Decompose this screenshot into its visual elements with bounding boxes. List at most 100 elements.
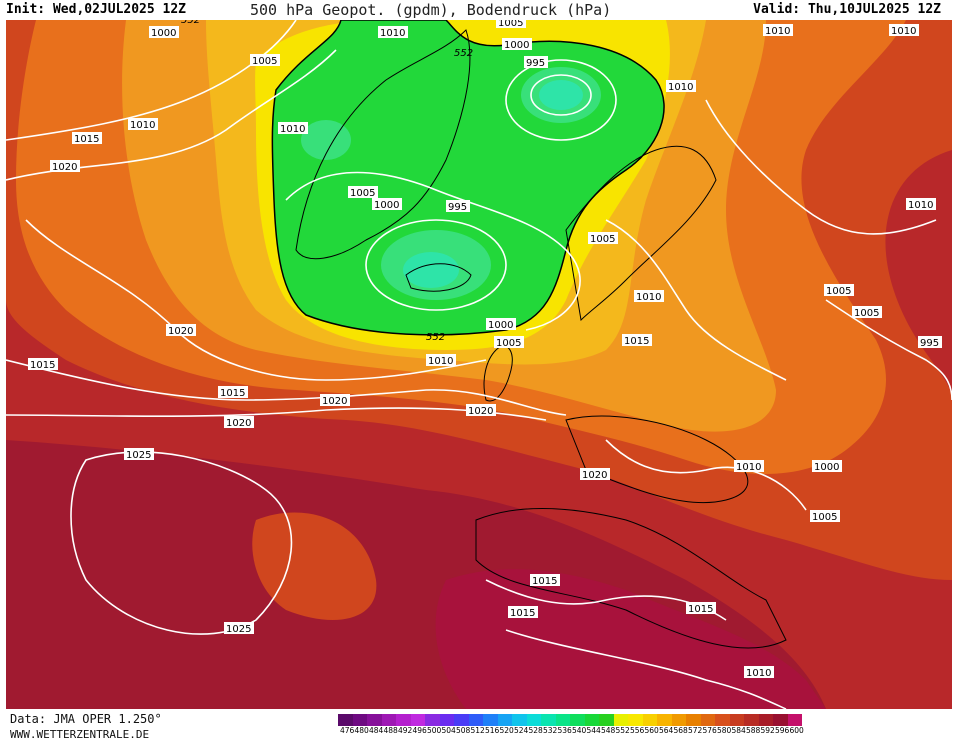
legend-swatch [599, 714, 614, 726]
legend-label: 584 [731, 726, 746, 735]
low-isobar-1000-north [505, 59, 617, 141]
legend-swatch [787, 714, 802, 726]
isobar-label: 1015 [72, 132, 102, 145]
legend-label: 520 [499, 726, 514, 735]
geopotential-labels: 552 552 552 [181, 20, 473, 343]
legend-label: 516 [485, 726, 500, 735]
valid-time: Valid: Thu,10JUL2025 12Z [753, 2, 941, 17]
svg-text:1005: 1005 [854, 308, 879, 319]
legend-label: 564 [659, 726, 674, 735]
geopot-label: 552 [454, 48, 473, 59]
isobar-label: 1015 [686, 602, 716, 615]
isobar-label: 1010 [889, 24, 919, 37]
legend-swatch [744, 714, 759, 726]
isobar-line [705, 99, 937, 235]
legend-label: 592 [760, 726, 775, 735]
north-africa-coast [475, 508, 787, 649]
svg-text:1020: 1020 [168, 326, 193, 337]
legend-swatch [700, 714, 715, 726]
norwegian-sea-low-center [539, 80, 583, 110]
isobar-label: 1005 [588, 232, 618, 245]
svg-text:1020: 1020 [582, 470, 607, 481]
scandinavia-coast [565, 145, 717, 322]
legend-label: 576 [702, 726, 717, 735]
isobar-label: 1015 [28, 358, 58, 371]
isobar-label: 1005 [496, 20, 526, 29]
legend-label: 476 [340, 726, 355, 735]
svg-text:995: 995 [920, 338, 939, 349]
isobar-label: 1010 [763, 24, 793, 37]
isobar-label: 1000 [812, 460, 842, 473]
svg-text:1005: 1005 [350, 188, 375, 199]
isobar-label: 995 [524, 56, 548, 69]
svg-text:1010: 1010 [636, 292, 661, 303]
legend-swatch [628, 714, 643, 726]
isobar-label: 1005 [810, 510, 840, 523]
low-isobar-995-iceland [365, 219, 507, 311]
legend-swatch [773, 714, 788, 726]
isobar-line [605, 439, 807, 511]
map-title: 500 hPa Geopot. (gpdm), Bodendruck (hPa) [250, 1, 612, 19]
legend-swatch [512, 714, 527, 726]
legend-swatch [381, 714, 396, 726]
legend-label: 548 [601, 726, 616, 735]
isobar-label: 1015 [530, 574, 560, 587]
legend-swatch [497, 714, 512, 726]
isobar-label: 1010 [378, 26, 408, 39]
svg-text:1010: 1010 [280, 124, 305, 135]
isobar-label: 1020 [224, 416, 254, 429]
legend-swatches [338, 714, 804, 726]
isobar-label: 1015 [508, 606, 538, 619]
weather-map-svg: 552 552 552 1000 1005 1010 1005 1000 995… [6, 20, 952, 709]
legend-swatch [613, 714, 628, 726]
legend-label: 580 [717, 726, 732, 735]
isobar-label: 1010 [744, 666, 774, 679]
isobar-label: 1020 [320, 394, 350, 407]
britain-coast [483, 345, 513, 402]
coastlines [295, 29, 787, 649]
isobar-label: 1000 [149, 26, 179, 39]
isobar-label: 1005 [348, 186, 378, 199]
legend-swatch [410, 714, 425, 726]
isobar-label: 1010 [278, 122, 308, 135]
isobar-line [6, 20, 297, 141]
legend-swatch [439, 714, 454, 726]
legend-label: 484 [369, 726, 384, 735]
svg-text:1020: 1020 [52, 162, 77, 173]
isobar-label: 1020 [466, 404, 496, 417]
greenland-low-core [301, 120, 351, 160]
isobar-label: 1010 [426, 354, 456, 367]
atlantic-warm-patch [252, 512, 377, 620]
svg-text:1010: 1010 [746, 668, 771, 679]
svg-text:1010: 1010 [668, 82, 693, 93]
svg-text:1000: 1000 [151, 28, 176, 39]
geopot-label: 552 [426, 332, 445, 343]
isobar-label: 995 [918, 336, 942, 349]
svg-text:1020: 1020 [468, 406, 493, 417]
svg-text:1020: 1020 [322, 396, 347, 407]
isobar-label: 1010 [128, 118, 158, 131]
svg-text:995: 995 [526, 58, 545, 69]
isobar-label: 995 [446, 200, 470, 213]
svg-text:1025: 1025 [126, 450, 151, 461]
legend-label: 512 [470, 726, 485, 735]
svg-text:1000: 1000 [504, 40, 529, 51]
website: WWW.WETTERZENTRALE.DE [10, 728, 150, 741]
svg-text:1010: 1010 [428, 356, 453, 367]
mediterranean-coast [565, 415, 749, 504]
svg-text:1010: 1010 [908, 200, 933, 211]
legend-label: 568 [673, 726, 688, 735]
legend-label: 500 [427, 726, 442, 735]
svg-text:1000: 1000 [374, 200, 399, 211]
isobar-line [285, 171, 581, 331]
isobar-labels: 1000 1005 1010 1005 1000 995 1010 1010 1… [28, 20, 942, 679]
legend-labels: 476 480 484 488 492 496 500 504 508 512 516 520 524 5… [340, 726, 804, 735]
svg-text:1020: 1020 [226, 418, 251, 429]
init-time: Init: Wed,02JUL2025 12Z [6, 2, 187, 17]
legend-swatch [642, 714, 657, 726]
map-header: Init: Wed,02JUL2025 12Z 500 hPa Geopot. … [0, 0, 959, 20]
svg-text:1025: 1025 [226, 624, 251, 635]
isobar-line [505, 629, 787, 709]
greenland-coast [295, 29, 471, 260]
legend-swatch [367, 714, 382, 726]
